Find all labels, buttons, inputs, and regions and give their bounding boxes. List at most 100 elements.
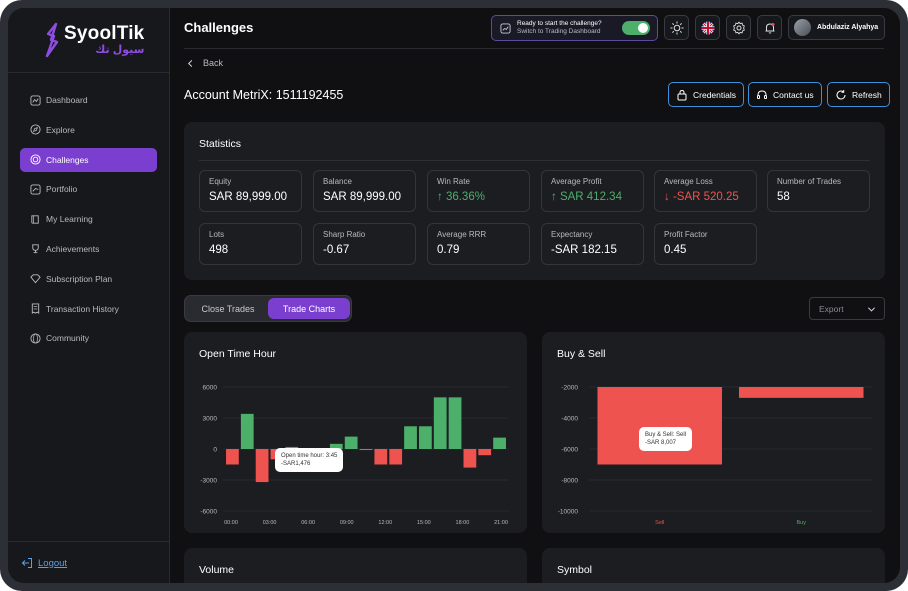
bar (597, 387, 723, 465)
x-tick-label: 18:00 (456, 520, 470, 526)
stat-label: Average Loss (664, 177, 713, 186)
back-link[interactable]: Back (186, 58, 223, 68)
theme-toggle-button[interactable] (664, 15, 689, 40)
bar (344, 436, 358, 449)
y-tick-label: -4000 (561, 416, 578, 423)
volume-title: Volume (199, 564, 235, 576)
stat-value: SAR 89,999.00 (209, 191, 288, 203)
chart-tooltip: Open time hour: 3:45 -SAR1,476 (275, 448, 344, 472)
sidebar: SyoolTik سيول تك Dashboard Explore Chall… (8, 8, 170, 583)
sidebar-item-subscription-plan[interactable]: Subscription Plan (20, 267, 157, 291)
page-title: Challenges (184, 20, 254, 35)
contact-us-button[interactable]: Contact us (748, 82, 822, 107)
divider (8, 72, 170, 73)
bar (738, 387, 864, 398)
stat-value: ↑ 36.36% (437, 191, 485, 203)
x-tick-label: 12:00 (378, 520, 392, 526)
tab-trade-charts[interactable]: Trade Charts (268, 298, 350, 319)
bar (463, 449, 477, 468)
sidebar-item-label: Challenges (46, 154, 89, 165)
chart-line-icon (30, 94, 41, 106)
y-tick-label: -8000 (561, 478, 578, 485)
credentials-button[interactable]: Credentials (668, 82, 744, 107)
gear-icon (732, 21, 745, 34)
notifications-button[interactable] (757, 15, 782, 40)
chart-tooltip: Buy & Sell: Sell -SAR 8,007 (639, 427, 693, 451)
chart-title: Buy & Sell (557, 348, 606, 360)
language-button[interactable] (695, 15, 720, 40)
refresh-label: Refresh (852, 89, 882, 100)
credentials-label: Credentials (693, 89, 736, 100)
buy-sell-panel: Buy & Sell -2000 -4000 -6000 -8000 -10000 Sel… (542, 332, 885, 533)
sidebar-item-dashboard[interactable]: Dashboard (20, 88, 157, 112)
ready-subtitle: Switch to Trading Dashboard (517, 28, 601, 35)
view-tabs: Close Trades Trade Charts (184, 295, 352, 322)
sidebar-item-my-learning[interactable]: My Learning (20, 207, 157, 231)
sidebar-item-label: Portfolio (46, 184, 78, 195)
trend-chart-icon (500, 22, 511, 34)
logo-mark-icon (45, 22, 59, 58)
stat-card-expectancy: Expectancy -SAR 182.15 (541, 223, 644, 265)
stat-label: Balance (323, 177, 352, 186)
logo-wordmark: SyoolTik (64, 23, 145, 44)
export-label: Export (819, 303, 844, 314)
sidebar-item-label: Achievements (46, 243, 100, 254)
stat-value: 0.45 (664, 244, 687, 256)
bar (433, 397, 447, 449)
stat-card-average-loss: Average Loss ↓ -SAR 520.25 (654, 170, 757, 212)
stat-card-sharp-ratio: Sharp Ratio -0.67 (313, 223, 416, 265)
chevron-left-icon (187, 59, 193, 67)
settings-button[interactable] (726, 15, 751, 40)
x-tick-label: 03:00 (263, 520, 277, 526)
stat-value: SAR 89,999.00 (323, 191, 402, 203)
sidebar-item-portfolio[interactable]: Portfolio (20, 177, 157, 201)
x-tick-label: 21:00 (494, 520, 508, 526)
stat-card-profit-factor: Profit Factor 0.45 (654, 223, 757, 265)
logout-icon (21, 558, 32, 568)
export-dropdown[interactable]: Export (809, 297, 885, 320)
y-tick-label: 6000 (203, 385, 218, 392)
sidebar-item-community[interactable]: Community (20, 326, 157, 350)
bar (240, 413, 254, 449)
y-tick-label: -10000 (558, 509, 579, 516)
y-tick-label: 3000 (203, 416, 218, 423)
y-tick-label: -6000 (561, 447, 578, 454)
sidebar-item-label: My Learning (46, 214, 93, 225)
sidebar-item-challenges[interactable]: Challenges (20, 147, 157, 172)
tab-close-trades[interactable]: Close Trades (201, 303, 255, 314)
sidebar-item-transaction-history[interactable]: Transaction History (20, 297, 157, 321)
sidebar-nav: Dashboard Explore Challenges Portfolio M… (20, 88, 157, 356)
stat-value: ↓ -SAR 520.25 (664, 191, 739, 203)
receipt-icon (30, 303, 41, 315)
compass-icon (30, 124, 41, 135)
trophy-icon (30, 243, 41, 254)
trading-dashboard-switch[interactable]: Ready to start the challenge? Switch to … (491, 15, 658, 41)
sidebar-item-explore[interactable]: Explore (20, 118, 157, 142)
target-icon (30, 154, 41, 165)
chevron-down-icon (867, 307, 876, 312)
uk-flag-icon (701, 21, 714, 34)
sidebar-item-achievements[interactable]: Achievements (20, 237, 157, 261)
stat-label: Lots (209, 230, 225, 239)
bar (448, 397, 462, 449)
refresh-button[interactable]: Refresh (827, 82, 890, 107)
stat-card-average-rrr: Average RRR 0.79 (427, 223, 530, 265)
stat-card-win-rate: Win Rate ↑ 36.36% (427, 170, 530, 212)
stat-card-average-profit: Average Profit ↑ SAR 412.34 (541, 170, 644, 212)
stat-label: Profit Factor (664, 230, 708, 239)
logo[interactable]: SyoolTik سيول تك (44, 22, 144, 58)
user-menu-button[interactable]: Abdulaziz Alyahya (788, 15, 885, 40)
back-label: Back (203, 58, 224, 68)
tooltip-line: Open time hour: 3:45 (281, 453, 338, 459)
bar (389, 449, 403, 465)
stat-value: 58 (777, 191, 790, 203)
y-tick-label: -3000 (200, 478, 217, 485)
statistics-panel: Statistics Equity SAR 89,999.00 Balance … (184, 122, 885, 280)
sidebar-item-label: Transaction History (46, 303, 119, 314)
stat-label: Equity (209, 177, 232, 186)
dashboard-toggle[interactable] (622, 21, 650, 35)
logout-link[interactable]: Logout (21, 557, 67, 569)
stat-label: Expectancy (551, 230, 593, 239)
logo-arabic: سيول تك (95, 44, 145, 56)
